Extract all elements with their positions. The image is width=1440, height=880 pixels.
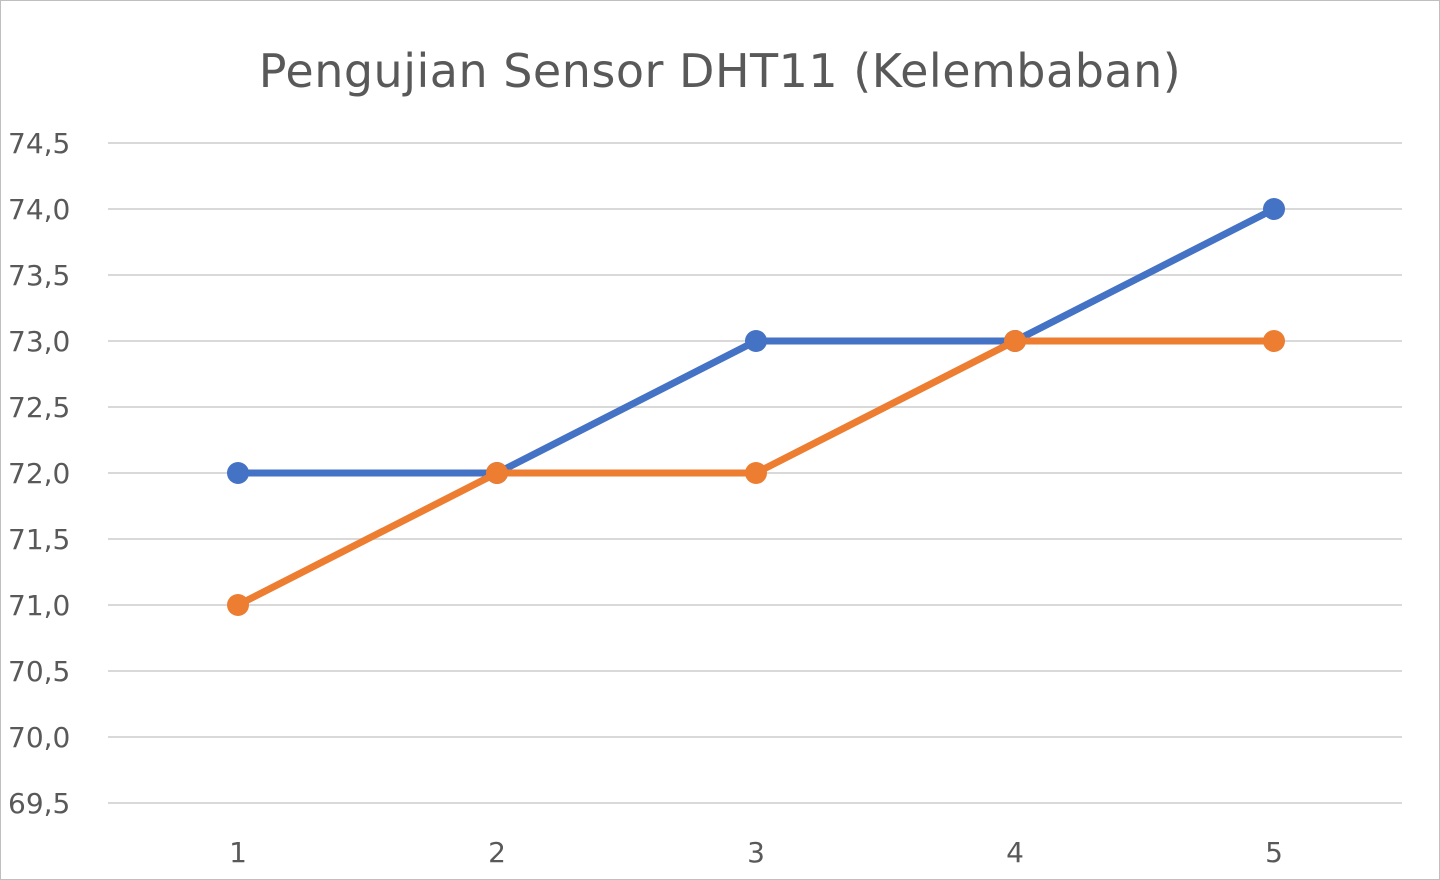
x-axis-ticks: 1 2 3 4 5 xyxy=(229,836,1283,869)
data-point xyxy=(1263,198,1285,220)
y-tick-label: 72,5 xyxy=(8,391,70,424)
x-tick-label: 4 xyxy=(1006,836,1024,869)
data-point xyxy=(745,330,767,352)
chart-title: Pengujian Sensor DHT11 (Kelembaban) xyxy=(258,44,1182,98)
series-2 xyxy=(227,330,1285,616)
x-tick-label: 3 xyxy=(747,836,765,869)
data-point xyxy=(1004,330,1026,352)
x-tick-label: 2 xyxy=(488,836,506,869)
y-tick-label: 74,0 xyxy=(8,193,70,226)
data-point xyxy=(1263,330,1285,352)
y-tick-label: 71,5 xyxy=(8,523,70,556)
x-tick-label: 5 xyxy=(1265,836,1283,869)
data-point xyxy=(745,462,767,484)
data-point xyxy=(227,594,249,616)
y-tick-label: 74,5 xyxy=(8,127,70,160)
y-axis-ticks: 69,5 70,0 70,5 71,0 71,5 72,0 72,5 73,0 73,5 74,0… xyxy=(8,127,70,820)
y-tick-label: 73,5 xyxy=(8,259,70,292)
data-point xyxy=(486,462,508,484)
x-tick-label: 1 xyxy=(229,836,247,869)
data-point xyxy=(227,462,249,484)
y-tick-label: 70,0 xyxy=(8,721,70,754)
y-tick-label: 71,0 xyxy=(8,589,70,622)
y-tick-label: 70,5 xyxy=(8,655,70,688)
series xyxy=(227,198,1285,616)
y-tick-label: 73,0 xyxy=(8,325,70,358)
y-tick-label: 72,0 xyxy=(8,457,70,490)
y-tick-label: 69,5 xyxy=(8,787,70,820)
